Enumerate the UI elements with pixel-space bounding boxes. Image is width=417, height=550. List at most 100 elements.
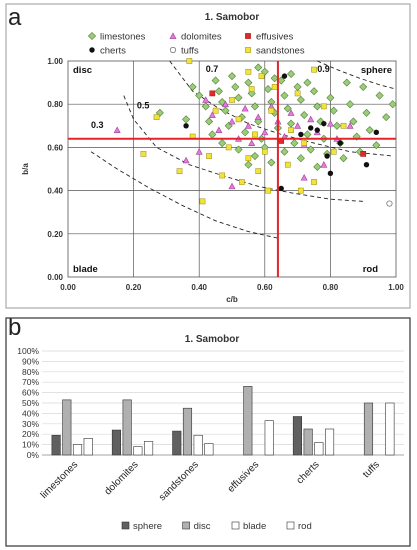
contour-label: 0.3 — [91, 120, 104, 130]
point-limestones — [372, 141, 381, 150]
point-sandstones — [340, 122, 347, 129]
point-limestones — [250, 102, 259, 111]
corner-label-sphere: sphere — [361, 65, 392, 76]
contour-label: 0.9 — [317, 64, 330, 74]
panel-a-border — [5, 3, 411, 309]
bar-chart-grid: 0%10%20%30%40%50%60%70%80%90%100% — [17, 346, 404, 460]
bar-y-tick-label: 30% — [22, 419, 39, 429]
point-effusives — [209, 90, 216, 97]
point-cherts — [327, 170, 334, 177]
corner-label-blade: blade — [73, 264, 98, 275]
point-limestones — [359, 82, 368, 91]
bar-chart-legend: sphere disc blade rod — [121, 521, 312, 532]
legend-label-rod: rod — [298, 521, 312, 532]
bar-blade-dolomites — [133, 446, 143, 456]
point-limestones — [293, 82, 302, 91]
bar-disc-cherts — [303, 428, 313, 456]
point-tuffs — [386, 200, 393, 207]
category-label-effusives: effusives — [226, 459, 262, 495]
legend-label-limestones: limestones — [100, 32, 146, 43]
legend-swatch-sphere — [121, 521, 130, 530]
scatter-x-tick-label: 0.00 — [60, 283, 76, 292]
point-limestones — [339, 154, 348, 163]
bar-chart-categories: limestones dolomites sandstones effusives ch… — [39, 459, 382, 503]
bar-y-tick-label: 0% — [27, 450, 40, 460]
scatter-plot-area — [67, 60, 397, 278]
legend-marker-limestones — [87, 31, 97, 41]
point-sandstones — [186, 58, 193, 64]
bar-sphere-sandstones — [172, 430, 182, 456]
point-dolomites — [244, 122, 252, 129]
point-limestones — [221, 106, 230, 115]
reference-lines — [68, 61, 396, 277]
bar-disc-dolomites — [122, 399, 132, 456]
legend-swatch-blade — [231, 521, 240, 530]
point-limestones — [300, 110, 309, 120]
legend-marker-cherts — [89, 47, 95, 53]
point-dolomites — [215, 126, 223, 134]
bar-rod-cherts — [324, 428, 335, 456]
point-sandstones — [265, 187, 271, 194]
legend-label-disc: disc — [194, 521, 211, 532]
scatter-y-tick-label: 0.40 — [47, 187, 63, 196]
panel-b-letter: b — [8, 314, 22, 341]
scatter-points — [113, 58, 397, 207]
point-cherts — [183, 123, 189, 129]
point-sandstones — [301, 140, 308, 146]
legend-marker-tuffs — [169, 46, 177, 54]
point-dolomites — [307, 115, 315, 123]
point-cherts — [373, 129, 380, 135]
point-limestones — [309, 87, 319, 96]
point-sandstones — [320, 103, 327, 110]
point-dolomites — [228, 182, 236, 190]
point-sandstones — [235, 116, 242, 123]
point-limestones — [201, 102, 210, 111]
point-sandstones — [255, 168, 262, 175]
bar-y-tick-label: 10% — [22, 440, 39, 450]
category-label-tuffs: tuffs — [361, 459, 382, 480]
point-sandstones — [206, 153, 212, 159]
point-sandstones — [238, 179, 245, 185]
bar-sphere-cherts — [292, 416, 303, 456]
scatter-legend: limestones dolomites effusives cherts tuffs s… — [87, 31, 305, 57]
bar-y-tick-label: 100% — [17, 346, 39, 356]
scatter-y-tick-label: 0.20 — [47, 230, 63, 239]
point-sandstones — [294, 90, 301, 97]
bar-rod-tuffs — [385, 402, 395, 456]
point-limestones — [362, 108, 371, 117]
point-sandstones — [284, 161, 291, 168]
scatter-title: 1. Samobor — [205, 12, 260, 23]
point-limestones — [227, 72, 237, 81]
point-limestones — [250, 152, 259, 161]
point-sandstones — [258, 73, 265, 79]
point-limestones — [349, 117, 358, 126]
point-cherts — [314, 127, 320, 133]
point-dolomites — [320, 161, 328, 168]
scatter-x-axis-label: c/b — [226, 295, 238, 304]
bar-blade-limestones — [72, 444, 83, 456]
point-limestones — [296, 95, 305, 104]
point-limestones — [388, 100, 397, 109]
point-sandstones — [298, 187, 304, 194]
point-sandstones — [212, 107, 219, 114]
bar-y-tick-label: 60% — [22, 388, 39, 398]
point-effusives — [360, 151, 367, 157]
legend-label-sphere: sphere — [133, 521, 162, 532]
point-dolomites — [241, 104, 249, 112]
bar-y-tick-label: 80% — [22, 367, 39, 377]
scatter-x-tick-label: 0.40 — [191, 283, 207, 292]
point-dolomites — [248, 139, 256, 146]
point-limestones — [280, 147, 289, 156]
corner-label-disc: disc — [73, 65, 92, 76]
point-limestones — [313, 102, 322, 111]
point-limestones — [211, 76, 220, 85]
bar-rod-sandstones — [204, 443, 214, 456]
point-limestones — [306, 145, 315, 154]
point-dolomites — [195, 148, 203, 155]
point-limestones — [296, 154, 305, 163]
point-limestones — [342, 78, 351, 87]
point-limestones — [234, 93, 243, 102]
point-sandstones — [261, 148, 268, 155]
legend-label-blade: blade — [243, 521, 266, 532]
